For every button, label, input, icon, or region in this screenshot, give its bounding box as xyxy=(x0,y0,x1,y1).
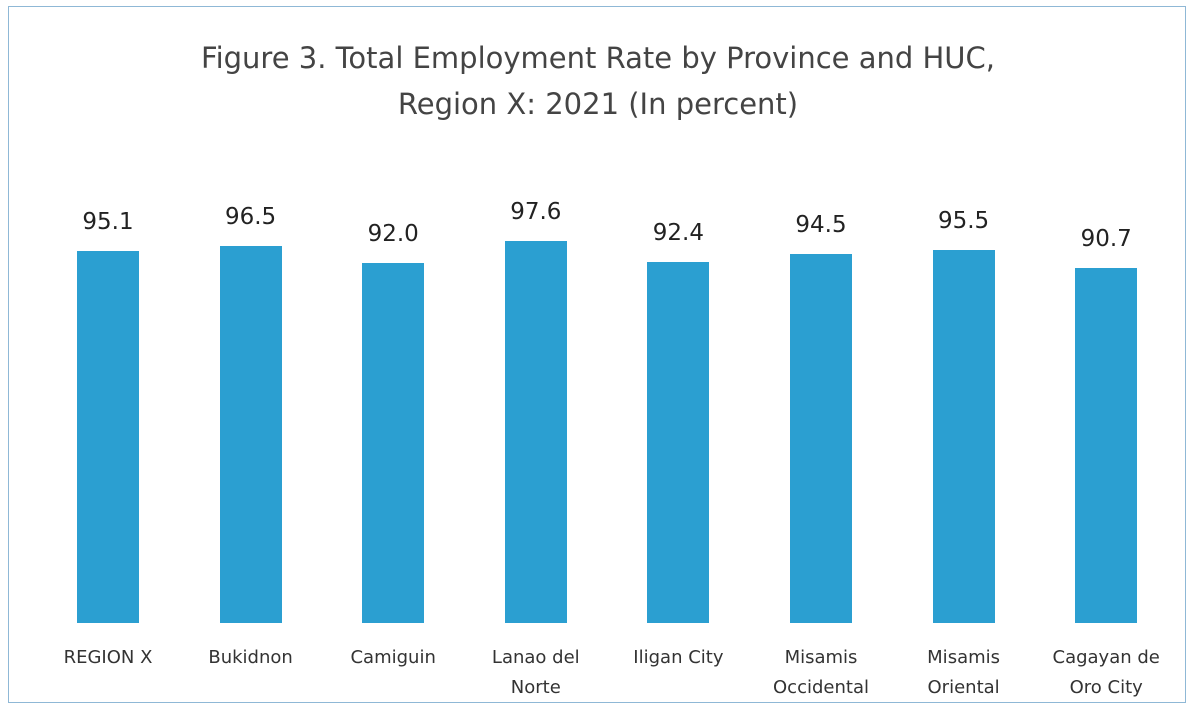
data-label: 92.0 xyxy=(367,221,419,248)
data-label: 90.7 xyxy=(1080,226,1132,253)
bar xyxy=(932,249,995,623)
chart: Figure 3. Total Employment Rate by Provi… xyxy=(8,6,1186,703)
bar xyxy=(77,251,139,623)
bar xyxy=(504,241,567,623)
bar xyxy=(790,253,852,623)
x-tick-label: Misamis Occidental xyxy=(773,647,869,698)
data-label: 94.5 xyxy=(795,211,847,238)
bar xyxy=(647,261,710,623)
chart-title: Figure 3. Total Employment Rate by Provi… xyxy=(201,41,995,121)
x-tick-label: Bukidnon xyxy=(208,647,293,668)
x-tick-label: Misamis Oriental xyxy=(927,647,1001,698)
x-tick-label: Iligan City xyxy=(633,647,724,668)
x-tick-label: Camiguin xyxy=(350,647,436,668)
x-tick-label: Cagayan de Oro City xyxy=(1052,647,1160,698)
bar xyxy=(362,263,425,623)
x-tick-label: REGION X xyxy=(63,647,153,668)
bar xyxy=(1075,268,1138,623)
data-label: 95.1 xyxy=(82,209,134,236)
x-tick-label: Lanao del Norte xyxy=(491,647,580,698)
data-label: 97.6 xyxy=(510,199,562,226)
data-label: 95.5 xyxy=(937,207,990,234)
data-label: 96.5 xyxy=(224,203,277,230)
data-label: 92.4 xyxy=(652,219,704,246)
bar xyxy=(219,245,282,623)
